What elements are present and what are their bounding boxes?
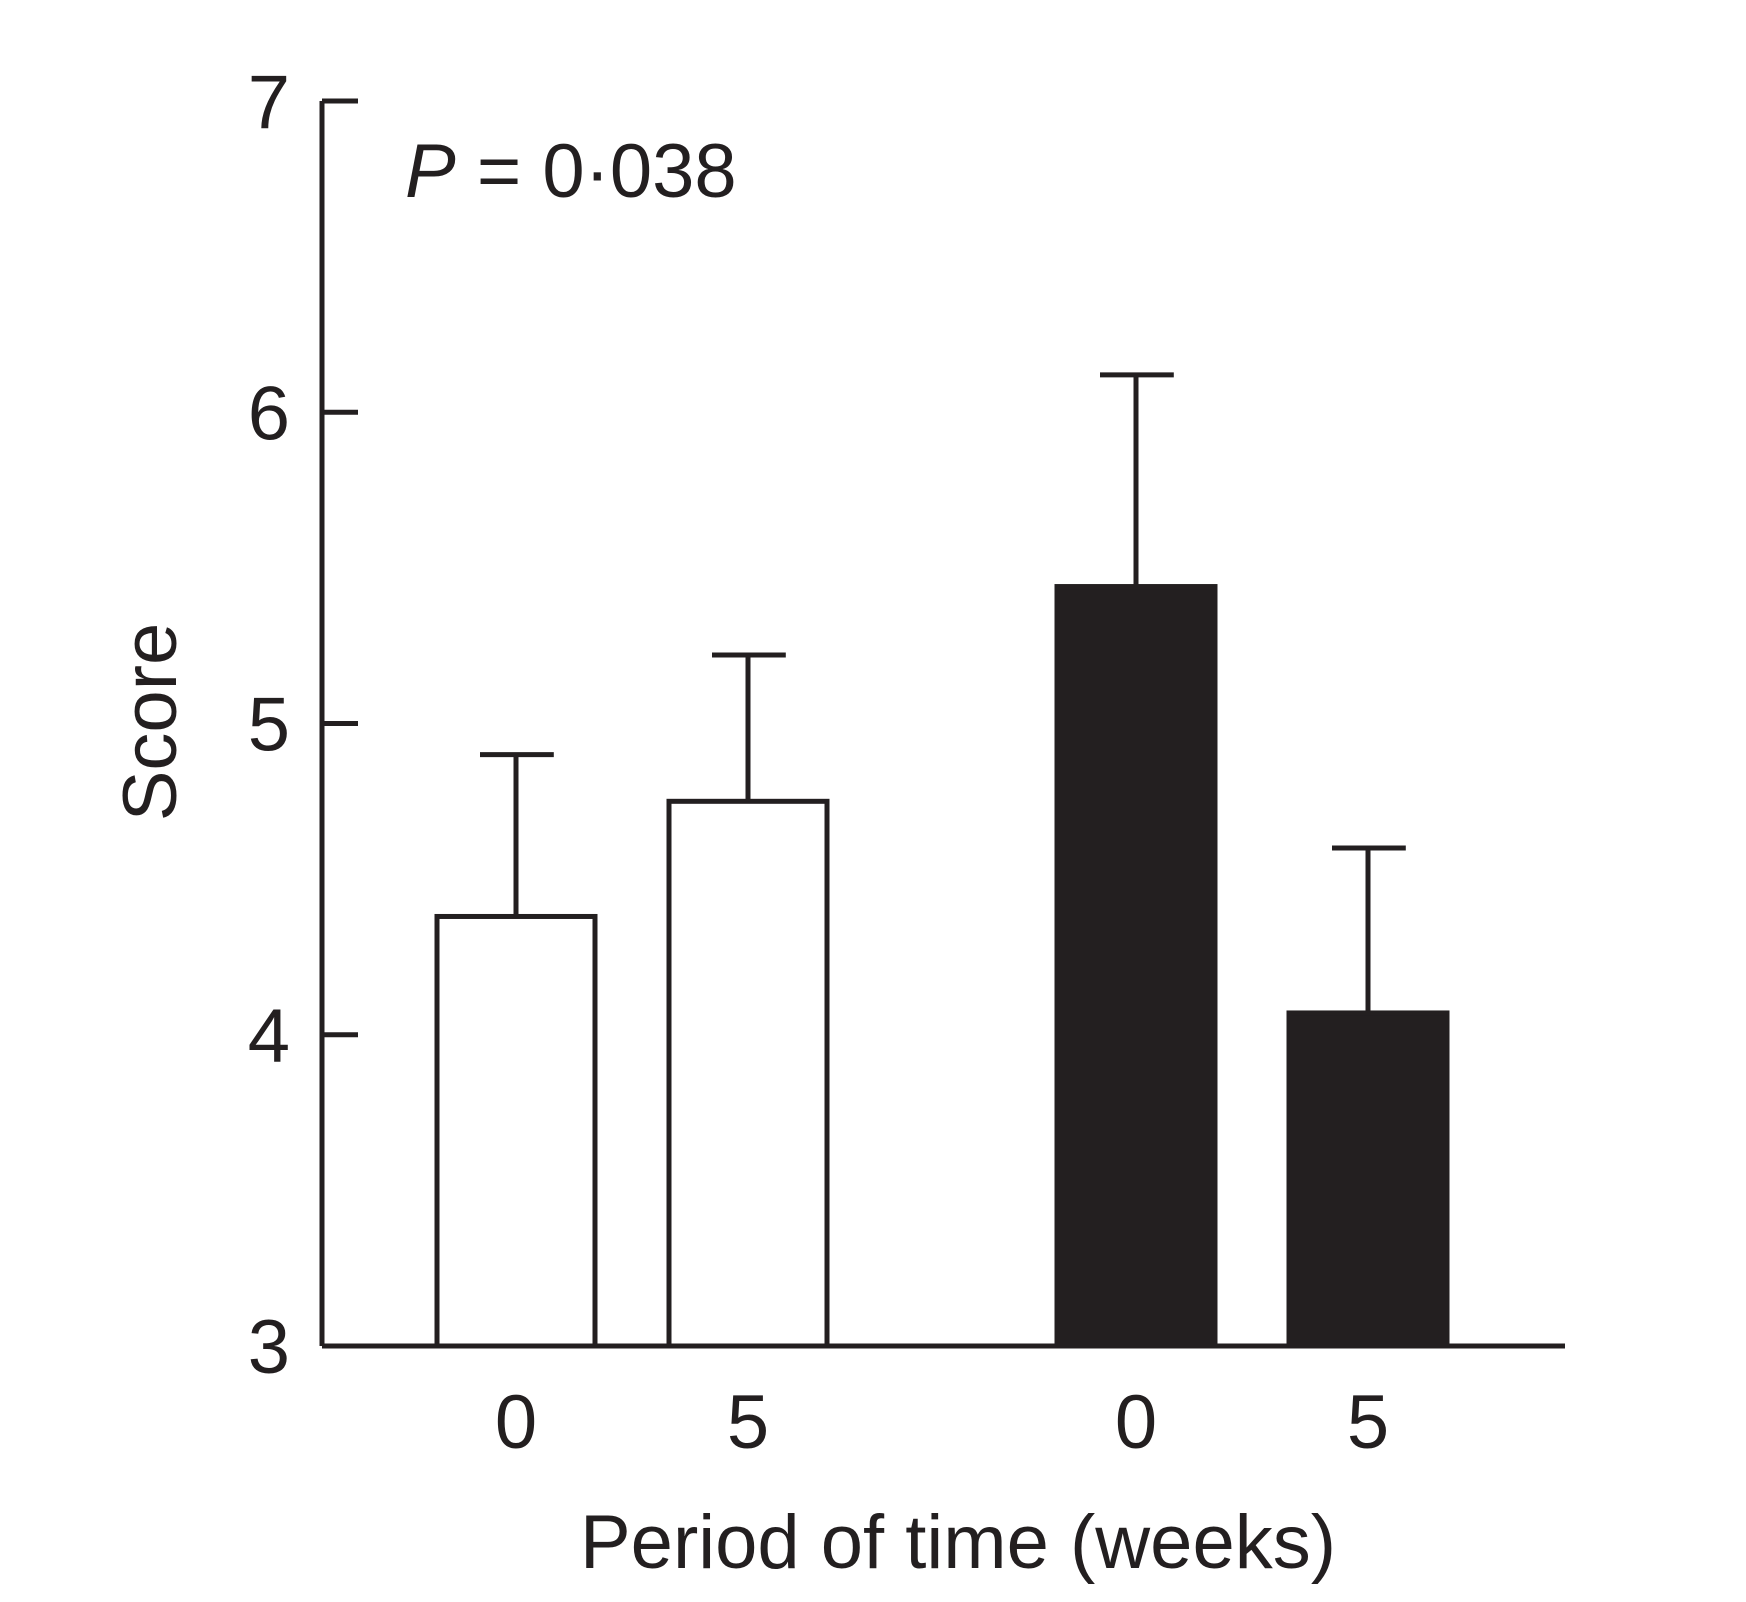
x-tick-label-1: 0	[495, 1380, 537, 1465]
x-tick-label-3: 0	[1115, 1380, 1157, 1465]
x-tick-label-4: 5	[1347, 1380, 1389, 1465]
bars-layer	[434, 584, 1450, 1349]
bar-2	[666, 798, 830, 1349]
p-symbol: P	[405, 129, 456, 214]
y-tick-label-7: 7	[248, 60, 290, 145]
y-tick-label-5: 5	[248, 683, 290, 768]
y-tick-label-4: 4	[248, 994, 290, 1079]
y-tick-label-6: 6	[248, 371, 290, 456]
bar-4	[1286, 1010, 1450, 1349]
y-axis-title: Score	[108, 623, 193, 822]
bar-3	[1054, 584, 1218, 1349]
x-tick-labels: 0 5 0 5	[495, 1380, 1389, 1465]
p-value-annotation: P = 0·038	[405, 129, 737, 214]
y-ticks: 3 4 5 6 7	[248, 60, 358, 1390]
error-bars-layer	[480, 372, 1406, 1013]
bar-1	[434, 913, 598, 1349]
y-tick-label-3: 3	[248, 1305, 290, 1390]
x-tick-label-2: 5	[727, 1380, 769, 1465]
x-axis-title: Period of time (weeks)	[580, 1500, 1336, 1585]
p-value: = 0·038	[456, 129, 737, 214]
